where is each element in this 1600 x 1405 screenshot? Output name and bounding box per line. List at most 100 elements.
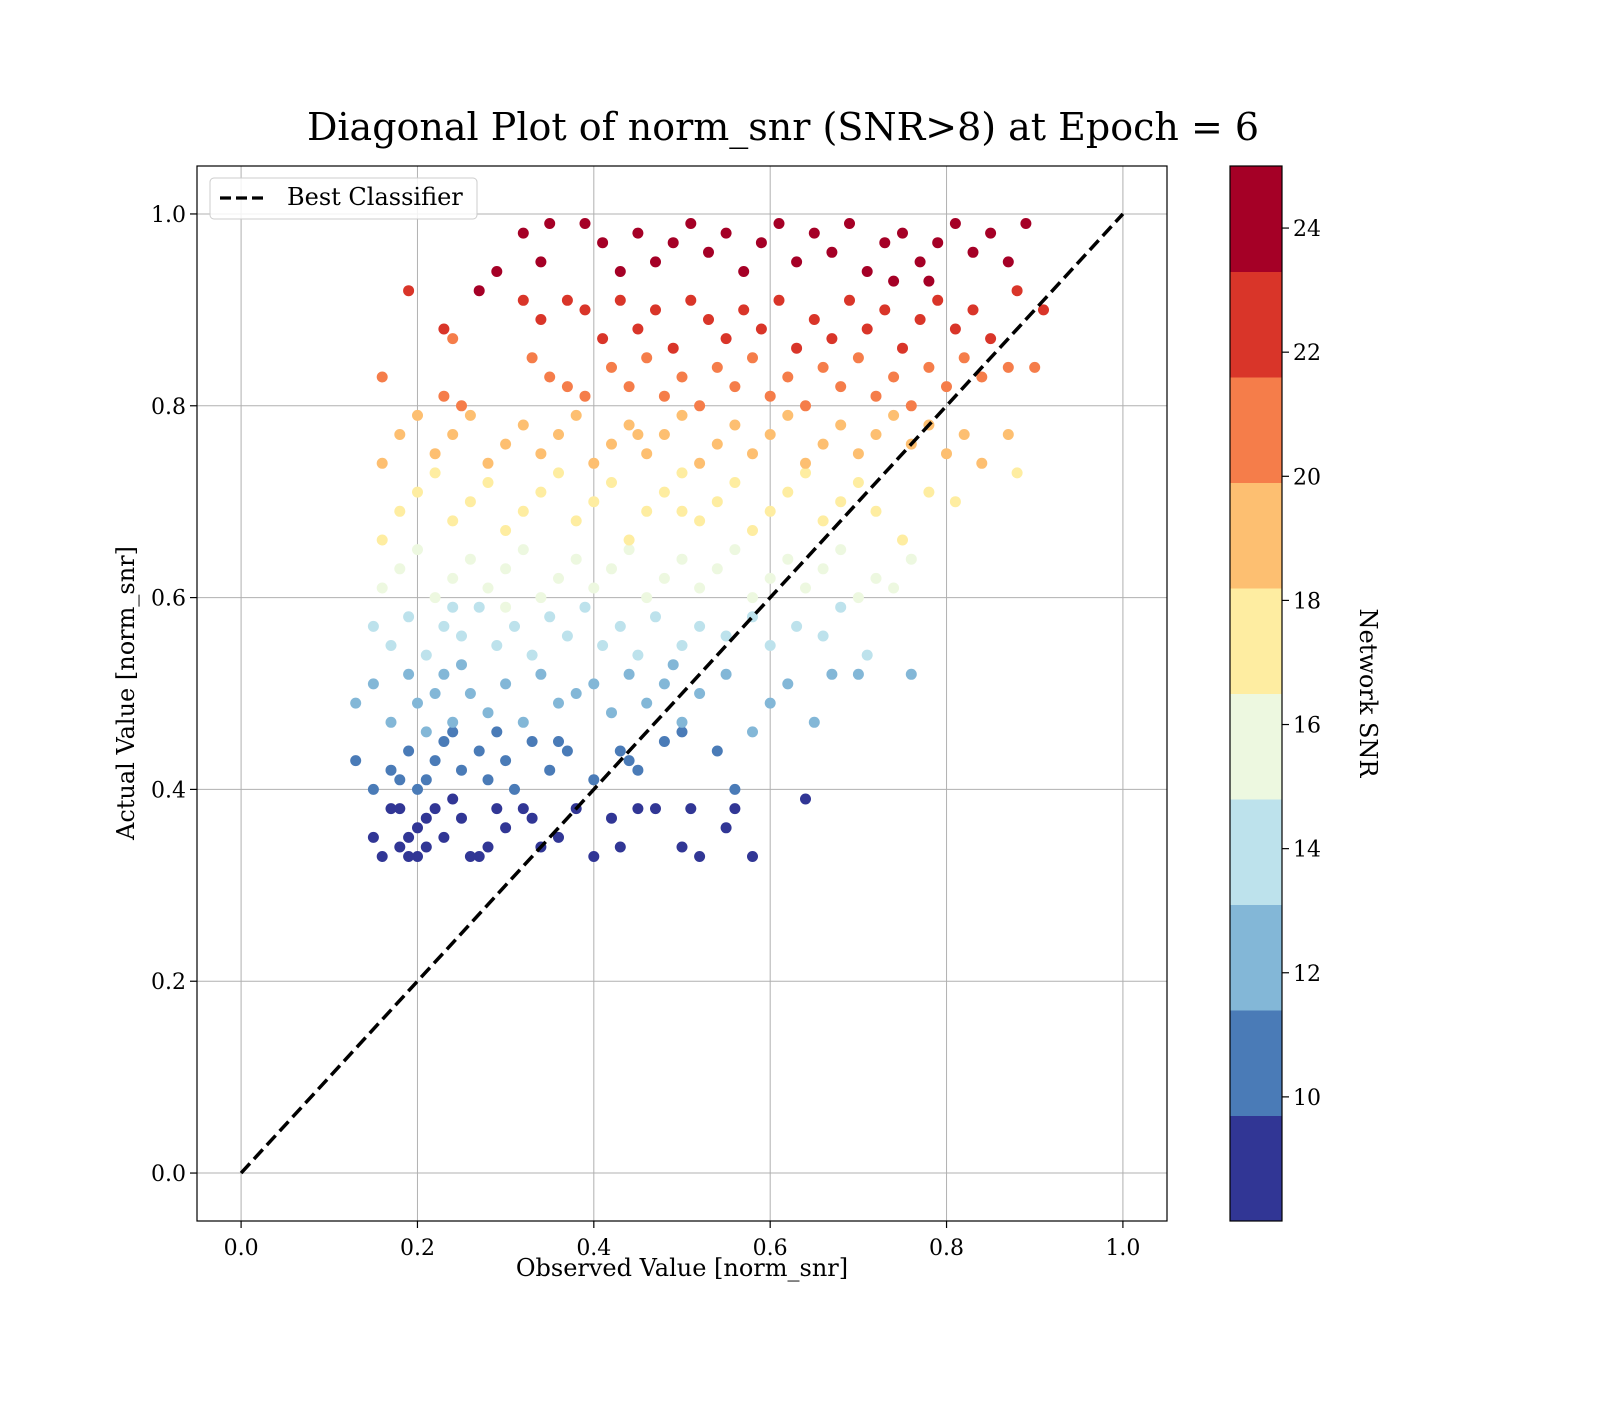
- colorbar-bin: [1230, 1010, 1282, 1116]
- x-tick-label: 0.4: [576, 1236, 611, 1261]
- scatter-point: [544, 611, 556, 623]
- scatter-point: [482, 707, 494, 719]
- scatter-point: [526, 649, 538, 661]
- scatter-point: [658, 429, 670, 440]
- scatter-point: [676, 467, 688, 479]
- scatter-point: [632, 803, 644, 815]
- scatter-point: [773, 294, 785, 306]
- scatter-point: [367, 620, 379, 632]
- scatter-point: [747, 352, 758, 364]
- colorbar-tick-label: 22: [1293, 341, 1321, 366]
- scatter-point: [650, 304, 661, 316]
- scatter-point: [897, 534, 908, 546]
- scatter-point: [429, 755, 441, 767]
- scatter-point: [755, 237, 767, 249]
- scatter-point: [517, 803, 529, 815]
- scatter-point: [870, 390, 882, 402]
- scatter-point: [623, 534, 635, 546]
- scatter-point: [976, 457, 988, 469]
- scatter-point: [711, 361, 723, 373]
- scatter-point: [676, 371, 688, 383]
- scatter-point: [438, 323, 450, 335]
- scatter-point: [500, 755, 512, 767]
- scatter-point: [676, 409, 688, 421]
- scatter-point: [526, 736, 538, 747]
- scatter-point: [412, 486, 423, 498]
- scatter-point: [852, 352, 864, 364]
- scatter-point: [897, 342, 908, 354]
- scatter-point: [861, 649, 873, 661]
- scatter-point: [914, 314, 926, 325]
- scatter-point: [720, 227, 732, 239]
- scatter-point: [641, 697, 653, 709]
- scatter-point: [500, 563, 512, 575]
- scatter-point: [967, 304, 979, 316]
- colorbar-bin: [1230, 799, 1282, 905]
- scatter-point: [403, 668, 415, 680]
- scatter-point: [614, 745, 626, 757]
- scatter-point: [1011, 285, 1023, 297]
- scatter-point: [949, 218, 961, 229]
- scatter-point: [720, 333, 732, 345]
- scatter-point: [588, 457, 600, 469]
- scatter-point: [376, 371, 388, 383]
- scatter-point: [658, 390, 670, 402]
- scatter-point: [703, 314, 714, 325]
- scatter-point: [473, 851, 485, 862]
- scatter-point: [1002, 429, 1014, 440]
- scatter-point: [1011, 467, 1023, 479]
- scatter-point: [888, 275, 900, 287]
- scatter-point: [632, 649, 644, 661]
- scatter-point: [835, 381, 847, 393]
- scatter-point: [632, 227, 644, 239]
- scatter-point: [685, 803, 697, 815]
- scatter-point: [412, 544, 423, 556]
- scatter-point: [420, 649, 432, 661]
- scatter-point: [438, 620, 450, 632]
- scatter-point: [879, 304, 891, 316]
- scatter-point: [420, 726, 432, 738]
- x-axis-label: Observed Value [norm_snr]: [516, 1254, 848, 1282]
- scatter-point: [729, 783, 741, 795]
- scatter-point: [782, 678, 794, 690]
- scatter-point: [623, 419, 635, 431]
- scatter-point: [870, 572, 882, 584]
- scatter-point: [641, 448, 653, 460]
- colorbar-label: Network SNR: [1354, 609, 1382, 779]
- colorbar-tick-label: 16: [1293, 714, 1321, 739]
- scatter-point: [473, 745, 485, 757]
- scatter-point: [420, 812, 432, 824]
- scatter-point: [394, 774, 406, 786]
- scatter-point: [517, 505, 529, 517]
- scatter-point: [491, 803, 503, 815]
- scatter-point: [456, 812, 467, 824]
- scatter-point: [561, 381, 573, 393]
- scatter-point: [526, 352, 538, 364]
- colorbar: 10 12 14 16 18 20 22 24 Network SNR: [1229, 165, 1382, 1222]
- scatter-point: [667, 237, 679, 249]
- scatter-point: [800, 467, 811, 479]
- scatter-point: [447, 716, 459, 728]
- scatter-point: [729, 803, 741, 815]
- scatter-point: [376, 582, 388, 594]
- scatter-point: [412, 409, 423, 421]
- scatter-point: [597, 237, 609, 249]
- colorbar-bin: [1230, 1115, 1282, 1222]
- scatter-point: [835, 496, 847, 508]
- scatter-point: [614, 841, 626, 853]
- x-tick-label: 1.0: [1105, 1236, 1140, 1261]
- scatter-point: [464, 409, 476, 421]
- scatter-point: [509, 620, 520, 632]
- scatter-point: [764, 572, 776, 584]
- scatter-point: [376, 534, 388, 546]
- scatter-point: [500, 601, 512, 613]
- scatter-point: [544, 218, 556, 229]
- scatter-point: [376, 851, 388, 862]
- scatter-point: [685, 294, 697, 306]
- scatter-point: [676, 640, 688, 651]
- scatter-point: [791, 256, 803, 268]
- scatter-point: [614, 294, 626, 306]
- scatter-point: [852, 448, 864, 460]
- scatter-point: [888, 409, 900, 421]
